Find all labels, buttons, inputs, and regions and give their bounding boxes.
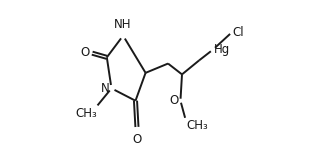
Text: CH₃: CH₃: [75, 107, 97, 120]
Text: O: O: [169, 94, 179, 107]
Text: CH₃: CH₃: [187, 119, 208, 132]
Text: N: N: [101, 82, 110, 95]
Text: Cl: Cl: [232, 26, 244, 39]
Text: NH: NH: [114, 18, 132, 31]
Text: O: O: [81, 46, 90, 59]
Text: O: O: [133, 133, 142, 146]
Text: Hg: Hg: [214, 43, 230, 56]
